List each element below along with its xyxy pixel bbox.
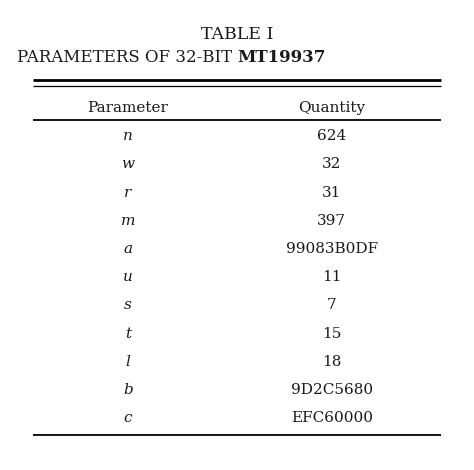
Text: Quantity: Quantity <box>298 101 365 115</box>
Text: PARAMETERS OF 32-BIT: PARAMETERS OF 32-BIT <box>17 49 237 66</box>
Text: EFC60000: EFC60000 <box>291 411 373 425</box>
Text: 99083B0DF: 99083B0DF <box>286 242 378 256</box>
Text: t: t <box>125 327 131 341</box>
Text: c: c <box>124 411 132 425</box>
Text: n: n <box>123 129 133 143</box>
Text: u: u <box>123 270 133 284</box>
Text: 18: 18 <box>322 355 341 369</box>
Text: 32: 32 <box>322 157 341 172</box>
Text: 9D2C5680: 9D2C5680 <box>291 383 373 397</box>
Text: MT19937: MT19937 <box>237 49 325 66</box>
Text: 31: 31 <box>322 186 341 200</box>
Text: 624: 624 <box>317 129 346 143</box>
Text: b: b <box>123 383 133 397</box>
Text: 11: 11 <box>322 270 342 284</box>
Text: Parameter: Parameter <box>88 101 168 115</box>
Text: r: r <box>124 186 132 200</box>
Text: s: s <box>124 298 132 313</box>
Text: 7: 7 <box>327 298 337 313</box>
Text: 397: 397 <box>317 214 346 228</box>
Text: m: m <box>121 214 135 228</box>
Text: 15: 15 <box>322 327 341 341</box>
Text: w: w <box>121 157 135 172</box>
Text: l: l <box>126 355 130 369</box>
Text: a: a <box>123 242 133 256</box>
Text: TABLE I: TABLE I <box>201 26 273 43</box>
